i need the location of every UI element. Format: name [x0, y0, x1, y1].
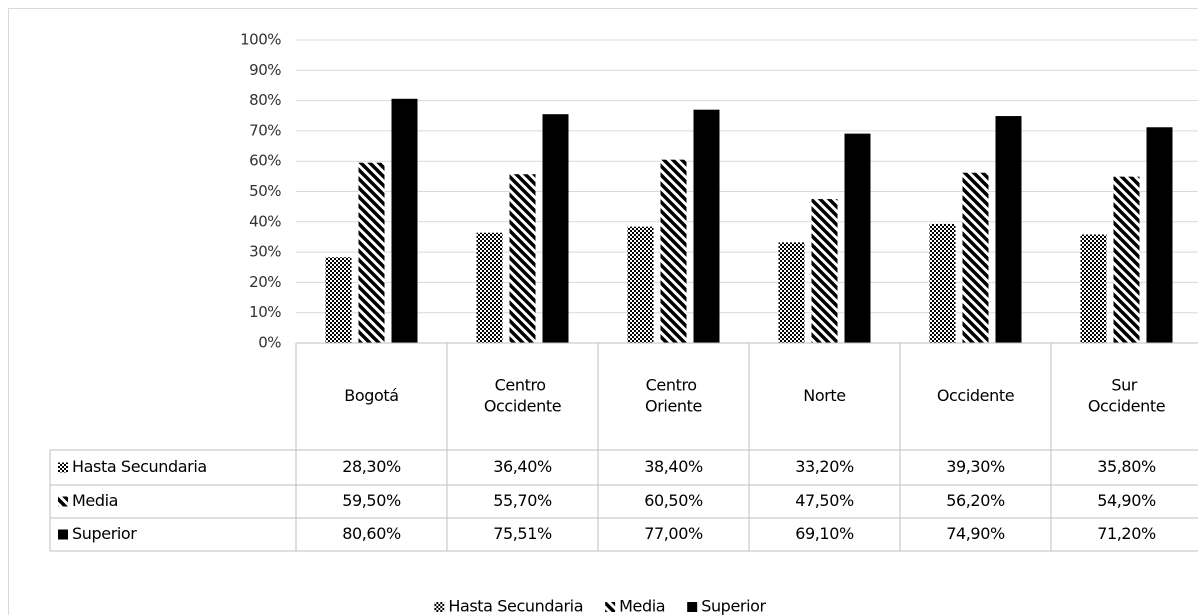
value-label: 56,20%: [946, 491, 1005, 510]
legend-key: [58, 462, 68, 473]
bar: [509, 174, 536, 343]
bar: [811, 199, 838, 343]
row-label: Hasta Secundaria: [72, 457, 207, 476]
value-label: 28,30%: [342, 457, 401, 476]
value-label: 38,40%: [644, 457, 703, 476]
bar: [844, 133, 871, 343]
value-label: 55,70%: [493, 491, 552, 510]
bar: [778, 242, 805, 343]
row-label: Media: [72, 491, 118, 510]
category-line: Centro: [495, 375, 551, 394]
value-label: 60,50%: [644, 491, 703, 510]
legend-label: Superior: [701, 597, 766, 615]
bar: [476, 232, 503, 343]
value-label: 33,20%: [795, 457, 854, 476]
legend-key: [687, 602, 698, 612]
bar: [542, 114, 569, 343]
category-line: Centro: [646, 375, 702, 394]
bar: [660, 159, 687, 343]
category-line: Oriente: [645, 396, 702, 415]
y-tick-label: 100%: [240, 31, 281, 49]
legend-key: [434, 602, 445, 612]
category-line: Occidente: [484, 396, 561, 415]
value-label: 74,90%: [946, 524, 1005, 543]
y-tick-label: 90%: [249, 61, 281, 79]
legend-key: [58, 496, 68, 507]
category-label: Occidente: [937, 386, 1014, 405]
category-label: Bogotá: [344, 386, 398, 405]
category-line: Occidente: [1088, 396, 1165, 415]
category-label: Norte: [803, 386, 845, 405]
value-label: 35,80%: [1097, 457, 1156, 476]
legend-label: Media: [619, 597, 665, 615]
value-label: 47,50%: [795, 491, 854, 510]
category-label: Centro Occidente: [484, 375, 561, 415]
value-label: 59,50%: [342, 491, 401, 510]
value-label: 69,10%: [795, 524, 854, 543]
bar: [358, 162, 385, 343]
bar: [1113, 176, 1140, 343]
y-tick-label: 80%: [249, 91, 281, 109]
legend-label: Hasta Secundaria: [448, 597, 583, 615]
value-label: 77,00%: [644, 524, 703, 543]
y-tick-label: 60%: [249, 152, 281, 170]
category-line: Norte: [803, 386, 845, 405]
value-label: 54,90%: [1097, 491, 1156, 510]
y-tick-label: 70%: [249, 121, 281, 139]
category-label: Centro Oriente: [645, 375, 702, 415]
bar: [929, 223, 956, 343]
y-tick-label: 20%: [249, 273, 281, 291]
y-tick-label: 10%: [249, 303, 281, 321]
category-line: Sur: [1111, 375, 1141, 394]
value-label: 36,40%: [493, 457, 552, 476]
bar: [995, 116, 1022, 343]
bar: [391, 98, 418, 343]
category-line: Bogotá: [344, 386, 398, 405]
bar: [693, 109, 720, 343]
value-label: 71,20%: [1097, 524, 1156, 543]
bar: [325, 257, 352, 343]
value-label: 75,51%: [493, 524, 552, 543]
y-tick-label: 40%: [249, 212, 281, 230]
legend-key: [58, 529, 68, 540]
value-label: 80,60%: [342, 524, 401, 543]
legend-key: [605, 602, 616, 612]
y-tick-label: 30%: [249, 243, 281, 261]
category-label: Sur Occidente: [1088, 375, 1165, 415]
bar: [1080, 234, 1107, 343]
y-tick-label: 50%: [249, 182, 281, 200]
bar: [962, 172, 989, 343]
y-tick-label: 0%: [258, 334, 281, 352]
category-line: Occidente: [937, 386, 1014, 405]
legend: Hasta Secundaria Media Superior: [434, 597, 767, 615]
bar: [627, 226, 654, 343]
bar: [1146, 127, 1173, 343]
value-label: 39,30%: [946, 457, 1005, 476]
row-label: Superior: [72, 524, 137, 543]
